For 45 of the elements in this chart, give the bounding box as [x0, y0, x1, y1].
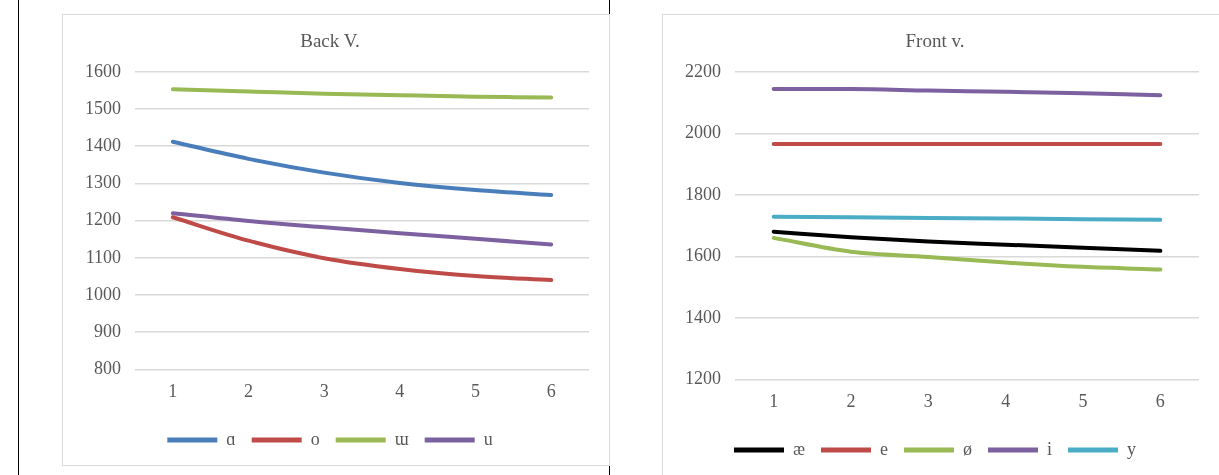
y-tick-label: 1300 [85, 172, 121, 193]
line-series [170, 87, 554, 100]
y-tick-label: 1400 [685, 306, 721, 327]
x-tick-label: 6 [1155, 390, 1165, 411]
x-tick-label: 3 [923, 390, 933, 411]
y-tick-label: 2000 [685, 122, 721, 143]
y-tick-label: 1100 [85, 246, 121, 267]
legend-label: ø [963, 438, 972, 459]
x-tick-label: 6 [546, 380, 556, 401]
x-tick-label: 4 [1001, 390, 1011, 411]
x-tick-label: 2 [846, 390, 856, 411]
legend-label: y [1127, 438, 1136, 459]
y-tick-label: 2200 [685, 60, 721, 81]
line-series [771, 229, 1163, 253]
y-tick-label: 800 [94, 358, 121, 379]
y-tick-label: 1500 [85, 97, 121, 118]
legend-label: ɑ [226, 428, 236, 449]
legend-label: ɯ [394, 428, 409, 449]
x-tick-label: 2 [244, 380, 253, 401]
chart-title: Front v. [905, 30, 965, 52]
y-tick-label: 900 [94, 320, 121, 341]
line-series [170, 215, 554, 283]
x-tick-label: 1 [769, 390, 779, 411]
y-tick-label: 1600 [85, 60, 121, 81]
legend-label: o [310, 428, 320, 449]
x-tick-label: 5 [471, 380, 480, 401]
x-tick-label: 1 [168, 380, 178, 401]
x-tick-label: 5 [1078, 390, 1088, 411]
legend-label: i [1047, 438, 1053, 459]
line-series [170, 211, 554, 247]
y-tick-label: 1600 [685, 245, 721, 266]
line-series [771, 87, 1163, 98]
y-tick-label: 1200 [685, 368, 721, 389]
y-tick-label: 1400 [85, 134, 121, 155]
x-tick-label: 3 [319, 380, 329, 401]
legend-label: e [880, 438, 889, 459]
line-series [771, 235, 1163, 272]
y-tick-label: 1000 [85, 283, 121, 304]
legend-label: u [483, 428, 493, 449]
y-tick-label: 1800 [685, 183, 721, 204]
x-tick-label: 4 [395, 380, 405, 401]
legend-label: æ [793, 438, 806, 459]
y-tick-label: 1200 [85, 209, 121, 230]
chart-title: Back V. [300, 30, 360, 52]
line-series [170, 139, 554, 197]
